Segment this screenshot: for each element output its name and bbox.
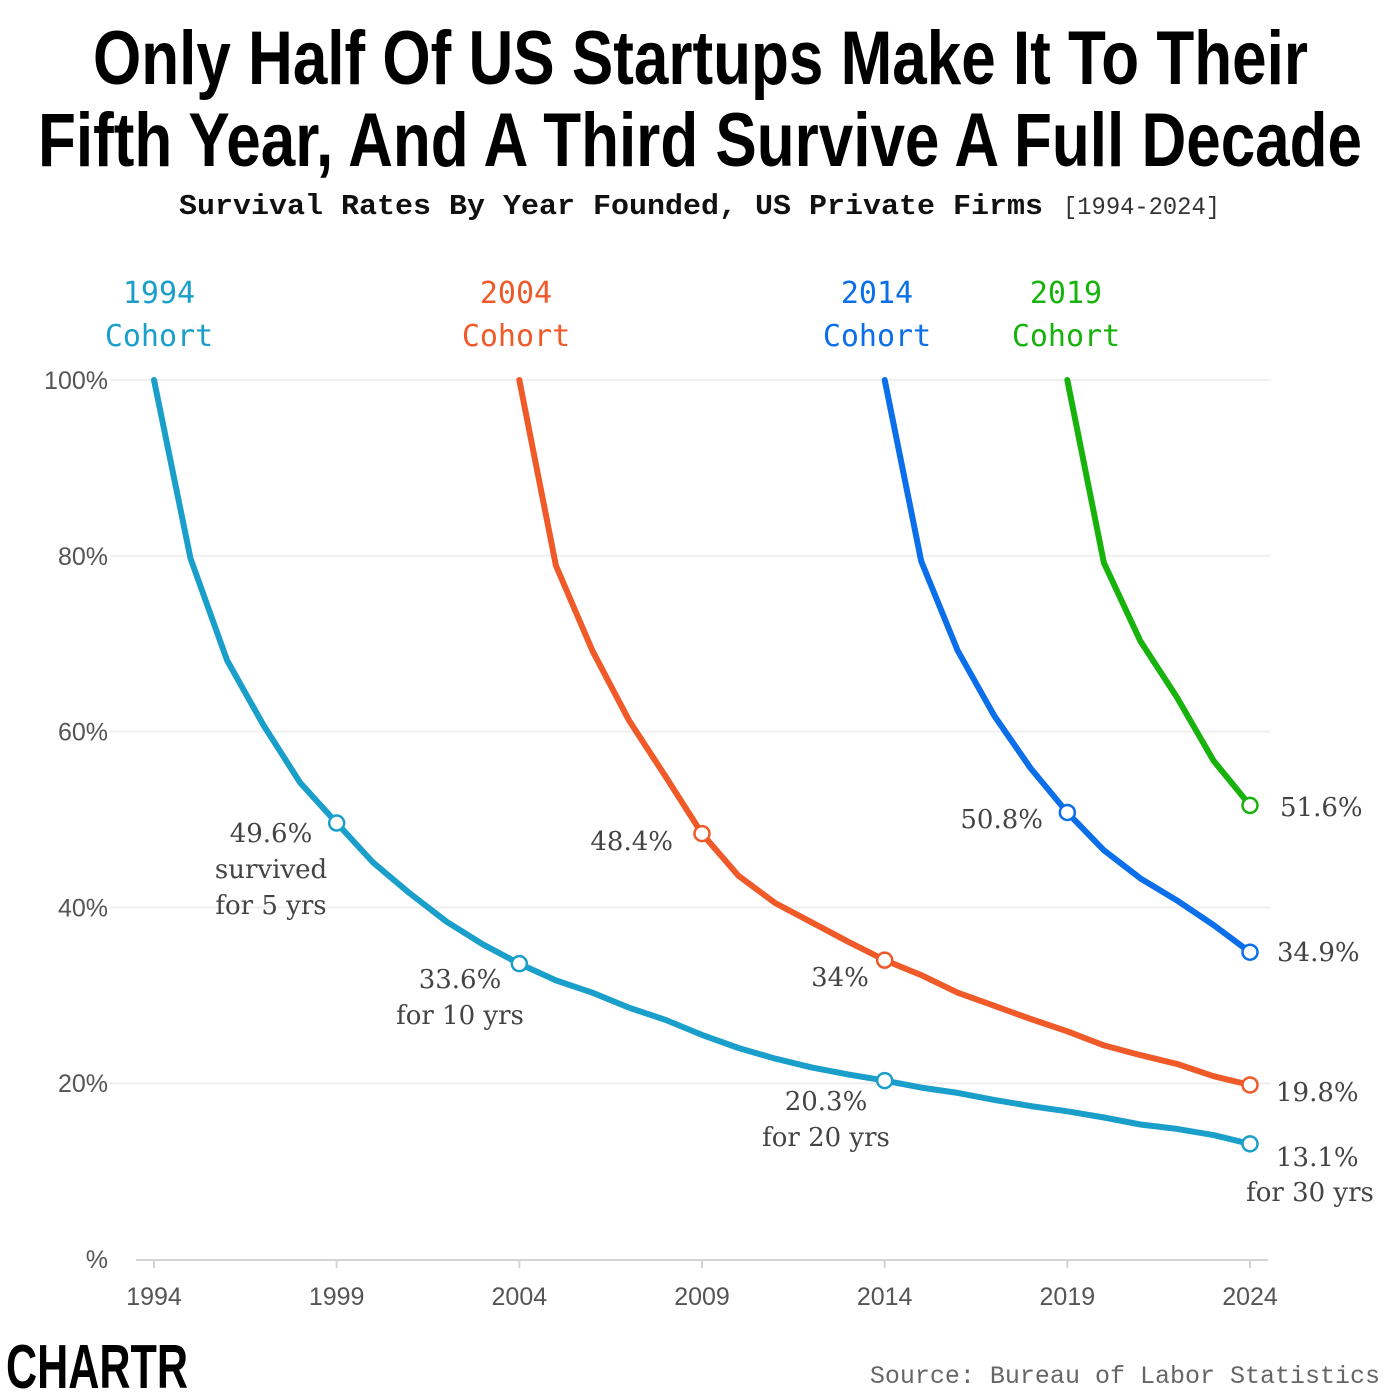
- cohort-label-year: 2014: [841, 276, 913, 311]
- data-point-marker: [1058, 803, 1077, 822]
- series-line-2014: [881, 377, 1253, 956]
- data-point-marker: [693, 824, 711, 843]
- cohort-label-year: 1994: [123, 276, 195, 311]
- series-line-1994: [151, 377, 1253, 1147]
- x-tick-label: 2014: [857, 1283, 913, 1311]
- data-label: for 20 yrs: [762, 1123, 890, 1153]
- data-label: survived: [215, 855, 327, 885]
- data-point-marker: [1241, 796, 1259, 815]
- data-label: for 5 yrs: [215, 891, 326, 921]
- x-tick-label: 2009: [674, 1283, 730, 1311]
- chartr-logo: CHARTR: [6, 1333, 188, 1400]
- x-tick-label: 1994: [126, 1283, 182, 1311]
- cohort-label-word: Cohort: [105, 319, 213, 354]
- data-label: 51.6%: [1280, 793, 1363, 823]
- data-label: 13.1%: [1276, 1143, 1359, 1173]
- data-label: 49.6%: [230, 819, 313, 849]
- cohort-label-year: 2004: [480, 276, 552, 311]
- data-label: 34.9%: [1277, 938, 1360, 968]
- title-line-2: Fifth Year, And A Third Survive A Full D…: [38, 98, 1362, 183]
- y-tick-label: 100%: [44, 367, 108, 395]
- plot-area: % 20% 40% 60% 80% 100% 1994 1999 2004 2009 2014 201…: [44, 276, 1374, 1311]
- cohort-label-word: Cohort: [462, 319, 570, 354]
- cohort-label-word: Cohort: [1012, 319, 1120, 354]
- data-point-marker: [1241, 1076, 1259, 1094]
- data-point-marker: [510, 954, 529, 973]
- y-tick-label: 60%: [58, 719, 108, 747]
- data-label: 34%: [811, 963, 869, 993]
- subtitle: Survival Rates By Year Founded, US Priva…: [179, 190, 1043, 223]
- y-tick-label: 20%: [58, 1070, 108, 1098]
- data-label: 19.8%: [1276, 1078, 1359, 1108]
- data-point-marker: [1241, 943, 1259, 961]
- y-tick-label: 40%: [58, 894, 108, 922]
- x-tick-label: 2019: [1040, 1283, 1096, 1311]
- data-point-marker: [327, 814, 346, 832]
- cohort-label-word: Cohort: [823, 319, 931, 354]
- x-tick-label: 1999: [309, 1283, 365, 1311]
- data-label: for 10 yrs: [396, 1001, 524, 1031]
- series-line-2019: [1064, 377, 1253, 809]
- data-point-marker: [1241, 1135, 1259, 1153]
- subtitle-range: [1994-2024]: [1063, 193, 1220, 222]
- title-line-1: Only Half Of US Startups Make It To Thei…: [93, 16, 1308, 101]
- data-label: 20.3%: [785, 1087, 868, 1117]
- source-note: Source: Bureau of Labor Statistics: [870, 1362, 1380, 1391]
- data-point-marker: [875, 1071, 894, 1090]
- data-label: 33.6%: [419, 965, 502, 995]
- x-tick-label: 2024: [1222, 1283, 1278, 1311]
- data-label: 48.4%: [590, 827, 673, 857]
- cohort-label-year: 2019: [1030, 276, 1102, 311]
- x-tick-label: 2004: [492, 1283, 548, 1311]
- data-label: 50.8%: [960, 805, 1043, 835]
- data-point-marker: [875, 951, 894, 969]
- data-label: for 30 yrs: [1246, 1178, 1374, 1208]
- y-tick-label: 80%: [58, 543, 108, 571]
- y-tick-label: %: [86, 1246, 108, 1274]
